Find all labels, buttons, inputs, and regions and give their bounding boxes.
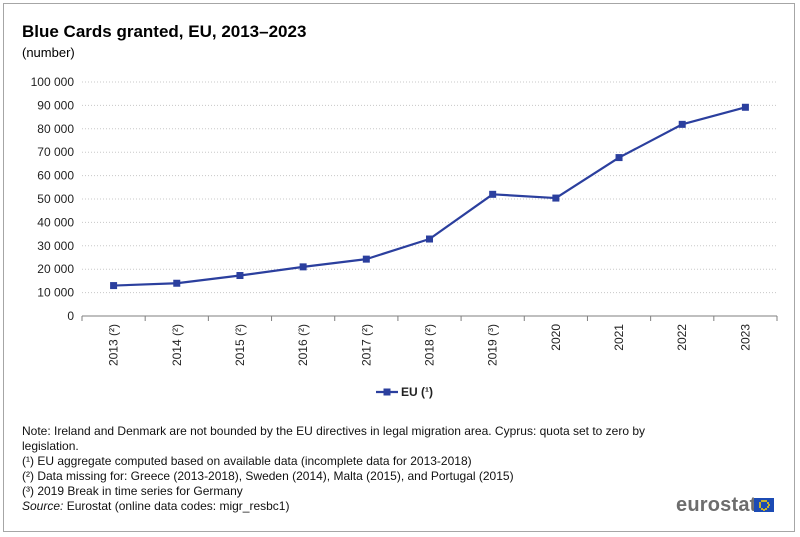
x-tick-label: 2017 (²) xyxy=(359,324,373,366)
chart-title: Blue Cards granted, EU, 2013–2023 xyxy=(22,22,307,41)
source-text: Eurostat (online data codes: migr_resbc1… xyxy=(63,499,290,513)
x-tick-label: 2015 (²) xyxy=(233,324,247,366)
y-tick-label: 20 000 xyxy=(37,262,74,276)
footnote-2: (²) Data missing for: Greece (2013-2018)… xyxy=(22,469,514,483)
y-tick-label: 0 xyxy=(67,309,74,323)
y-tick-label: 60 000 xyxy=(37,169,74,183)
x-tick-label: 2014 (²) xyxy=(170,324,184,366)
flag-star xyxy=(765,507,768,510)
data-point xyxy=(426,235,433,243)
y-tick-label: 100 000 xyxy=(31,75,75,89)
flag-star xyxy=(760,500,763,503)
data-point xyxy=(678,120,686,128)
flag-star xyxy=(767,504,770,506)
data-point xyxy=(615,154,623,162)
legend-marker xyxy=(383,388,391,396)
x-tick-label: 2018 (²) xyxy=(423,324,437,366)
data-point xyxy=(236,272,244,280)
flag-star xyxy=(760,507,763,510)
footnote-3: (³) 2019 Break in time series for German… xyxy=(22,484,243,498)
x-tick-label: 2016 (²) xyxy=(296,324,310,366)
x-tick-label: 2022 xyxy=(675,324,689,351)
flag-star xyxy=(758,504,761,506)
data-point xyxy=(110,282,118,290)
legend-label: EU (¹) xyxy=(401,385,433,399)
x-tick-label: 2013 (²) xyxy=(107,324,121,366)
y-tick-label: 80 000 xyxy=(37,122,74,136)
data-point xyxy=(552,194,560,202)
x-tick-label: 2020 xyxy=(549,324,563,351)
flag-star xyxy=(759,506,762,509)
x-tick-label: 2023 xyxy=(738,324,752,351)
y-tick-label: 30 000 xyxy=(37,239,74,253)
y-tick-label: 70 000 xyxy=(37,145,74,159)
x-tick-label: 2021 xyxy=(612,324,626,351)
source-line: Source: Eurostat (online data codes: mig… xyxy=(22,499,702,514)
y-tick-label: 50 000 xyxy=(37,192,74,206)
line-chart: 0 10 000 20 000 30 000 40 000 50 000 60 000 70 … xyxy=(31,75,778,399)
y-tick-label: 40 000 xyxy=(37,215,74,229)
data-point xyxy=(741,103,749,111)
flag-star xyxy=(766,501,769,504)
flag-star xyxy=(763,508,765,511)
note-text: Note: Ireland and Denmark are not bounde… xyxy=(22,424,646,453)
eurostat-logo: eurostat xyxy=(676,494,757,516)
flag-star xyxy=(759,501,762,504)
chart-subtitle: (number) xyxy=(22,45,75,60)
data-point xyxy=(362,255,370,263)
chart-notes: Note: Ireland and Denmark are not bounde… xyxy=(22,424,702,514)
data-point xyxy=(299,263,307,271)
data-point xyxy=(489,190,497,198)
footnote-1: (¹) EU aggregate computed based on avail… xyxy=(22,454,472,468)
data-point xyxy=(173,279,181,287)
chart-frame xyxy=(3,3,795,532)
source-label: Source: xyxy=(22,499,64,513)
eu-flag-icon xyxy=(754,498,774,512)
flag-star xyxy=(763,499,765,502)
y-tick-label: 10 000 xyxy=(37,286,74,300)
y-tick-label: 90 000 xyxy=(37,98,74,112)
series-line xyxy=(113,106,746,287)
flag-star xyxy=(765,500,768,503)
flag-star xyxy=(766,506,769,509)
x-tick-label: 2019 (³) xyxy=(486,324,500,366)
